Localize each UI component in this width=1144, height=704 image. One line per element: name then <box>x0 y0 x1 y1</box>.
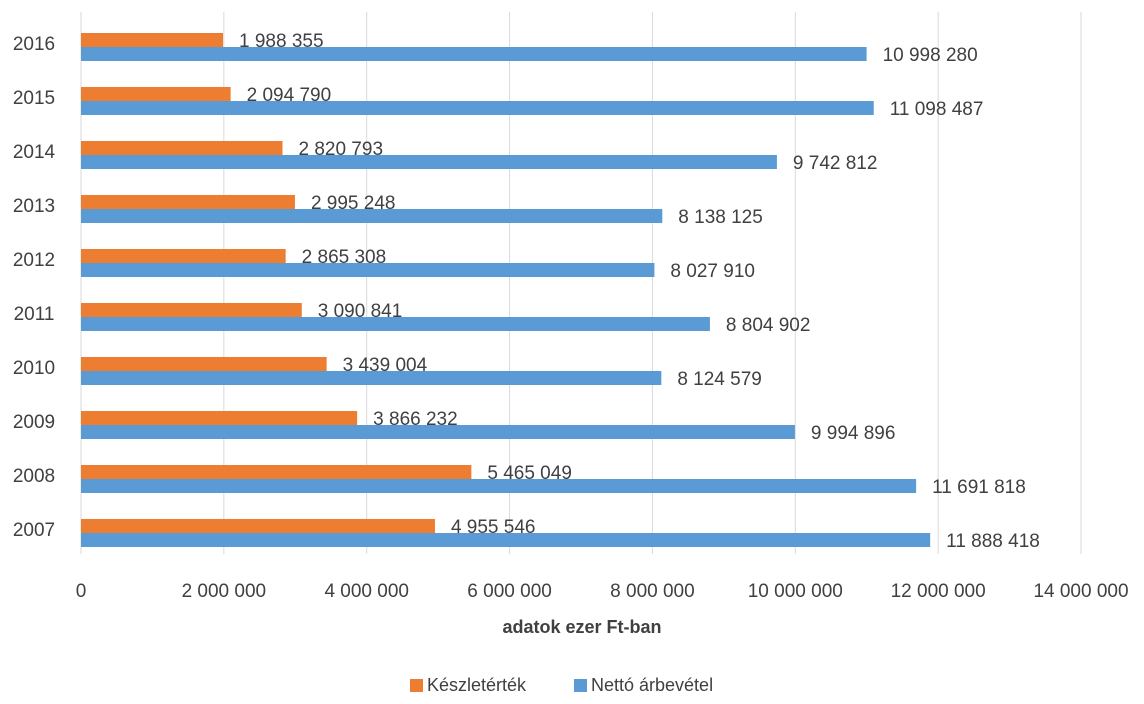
data-label: 1 988 355 <box>239 31 324 52</box>
category-label: 2010 <box>13 358 55 379</box>
category-label: 2011 <box>14 304 55 325</box>
bar-netto-arbevetel <box>81 479 917 493</box>
category-label: 2015 <box>13 88 55 109</box>
bar-netto-arbevetel <box>81 101 874 115</box>
data-label: 4 955 546 <box>451 517 536 538</box>
legend-label: Nettó árbevétel <box>591 675 713 695</box>
data-label: 10 998 280 <box>883 45 978 66</box>
data-label: 11 888 418 <box>946 531 1040 552</box>
data-label: 2 820 793 <box>298 139 383 160</box>
data-label: 11 098 487 <box>890 99 984 120</box>
bar-keszletertek <box>81 465 472 479</box>
category-label: 2016 <box>13 34 55 55</box>
category-label: 2014 <box>13 142 56 163</box>
data-label: 2 865 308 <box>302 247 387 268</box>
data-label: 9 742 812 <box>793 153 878 174</box>
legend-swatch <box>410 679 423 692</box>
data-label: 5 465 049 <box>487 463 572 484</box>
data-label: 8 124 579 <box>677 369 762 390</box>
category-label: 2007 <box>13 520 55 541</box>
bar-keszletertek <box>81 141 283 155</box>
legend: Készletérték Nettó árbevétel <box>410 675 713 695</box>
bar-keszletertek <box>81 303 302 317</box>
x-tick-label: 8 000 000 <box>610 581 695 602</box>
data-label: 8 027 910 <box>670 261 755 282</box>
category-labels: 2016 2015 2014 2013 2012 2011 2010 2009 2008 2007 <box>13 34 56 541</box>
data-label: 3 439 004 <box>343 355 428 376</box>
bar-netto-arbevetel <box>81 47 867 61</box>
data-label: 8 804 902 <box>726 315 811 336</box>
bar-netto-arbevetel <box>81 533 931 547</box>
category-label: 2013 <box>13 196 55 217</box>
legend-label: Készletérték <box>427 675 527 695</box>
bar-keszletertek <box>81 519 435 533</box>
x-axis-title: adatok ezer Ft-ban <box>502 617 661 637</box>
category-label: 2009 <box>13 412 55 433</box>
data-label: 2 995 248 <box>311 193 396 214</box>
bar-keszletertek <box>81 411 358 425</box>
x-tick-label: 10 000 000 <box>748 581 843 602</box>
x-tick-label: 0 <box>76 581 87 602</box>
bar-netto-arbevetel <box>81 371 662 385</box>
bar-netto-arbevetel <box>81 209 663 223</box>
data-label: 3 866 232 <box>373 409 458 430</box>
bar-netto-arbevetel <box>81 425 795 439</box>
x-tick-label: 12 000 000 <box>891 581 986 602</box>
x-tick-label: 14 000 000 <box>1033 581 1128 602</box>
category-label: 2012 <box>13 250 55 271</box>
bar-netto-arbevetel <box>81 317 710 331</box>
data-label: 9 994 896 <box>811 423 896 444</box>
bar-keszletertek <box>81 357 327 371</box>
bar-keszletertek <box>81 87 231 101</box>
x-tick-label: 4 000 000 <box>324 581 409 602</box>
bar-netto-arbevetel <box>81 155 777 169</box>
x-tick-label: 6 000 000 <box>467 581 552 602</box>
data-label: 11 691 818 <box>932 477 1026 498</box>
bar-keszletertek <box>81 33 224 47</box>
data-label: 3 090 841 <box>318 301 403 322</box>
legend-swatch <box>574 679 587 692</box>
bar-keszletertek <box>81 249 286 263</box>
data-labels: 1 988 355 10 998 280 2 094 790 11 098 487 2 … <box>239 31 1040 552</box>
bars <box>81 33 931 547</box>
x-tick-label: 2 000 000 <box>182 581 267 602</box>
x-axis-tick-labels: 0 2 000 000 4 000 000 6 000 000 8 000 000 10 … <box>76 581 1129 602</box>
category-label: 2008 <box>13 466 55 487</box>
bar-keszletertek <box>81 195 295 209</box>
bar-netto-arbevetel <box>81 263 655 277</box>
data-label: 2 094 790 <box>247 85 332 106</box>
data-label: 8 138 125 <box>678 207 763 228</box>
